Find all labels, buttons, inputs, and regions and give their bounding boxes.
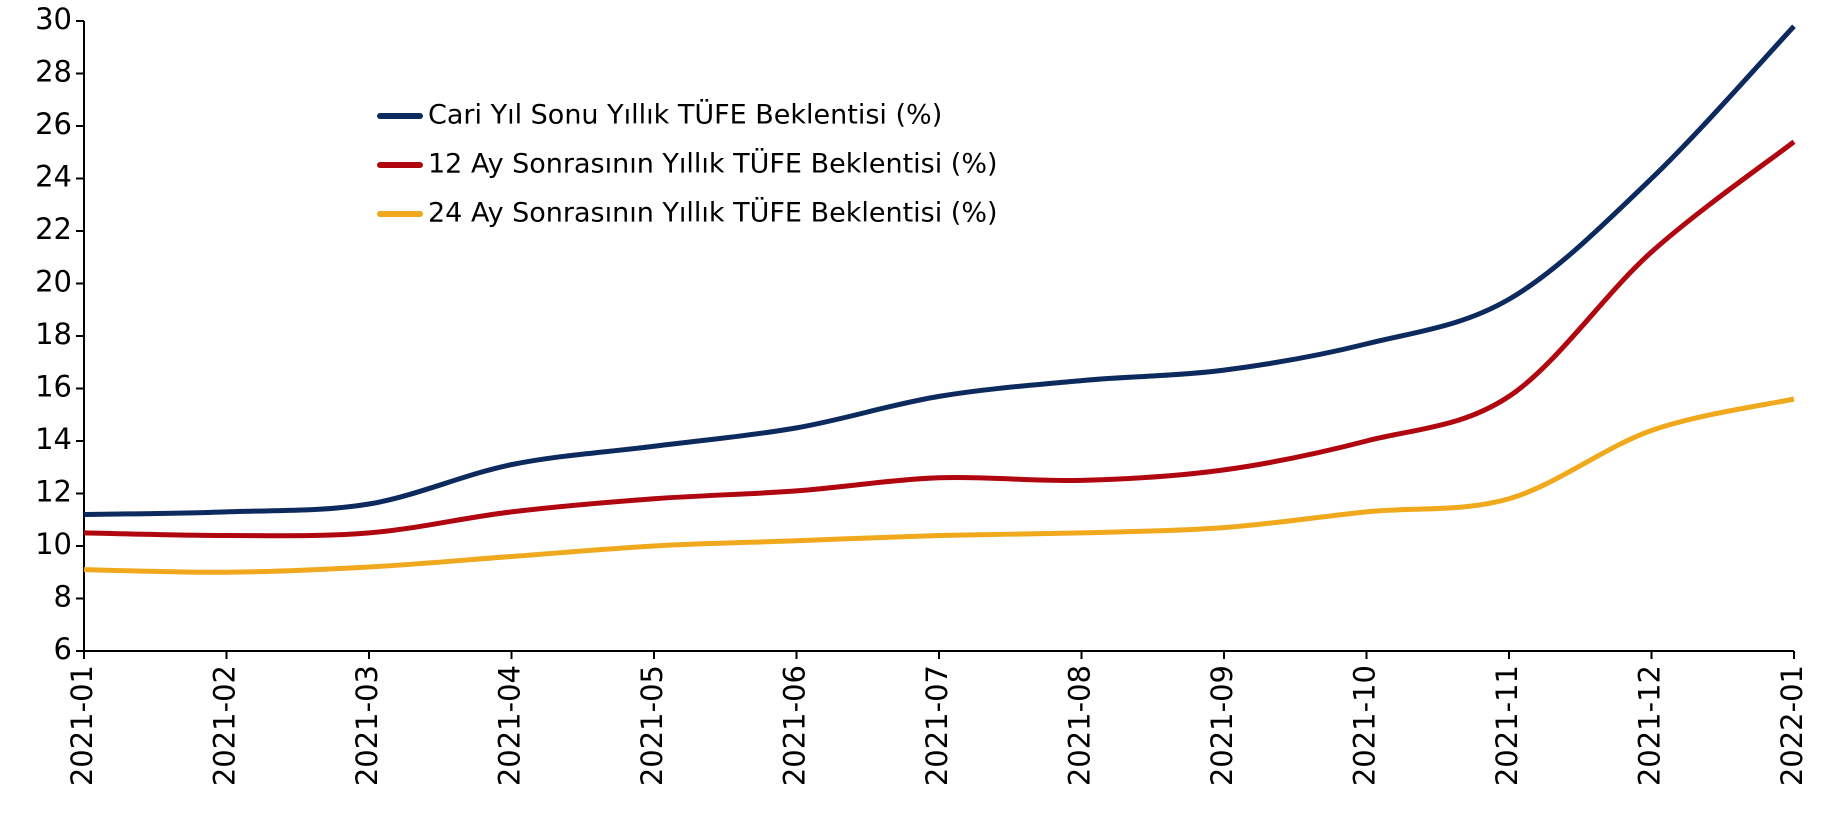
legend: Cari Yıl Sonu Yıllık TÜFE Beklentisi (%)… (377, 99, 998, 229)
y-tick-label: 10 (35, 527, 72, 561)
legend-label: Cari Yıl Sonu Yıllık TÜFE Beklentisi (%) (428, 99, 942, 131)
x-tick-label: 2022-01 (1775, 665, 1809, 786)
y-tick-label: 8 (54, 580, 72, 614)
legend-label: 12 Ay Sonrasının Yıllık TÜFE Beklentisi … (428, 148, 998, 180)
x-tick-label: 2021-04 (493, 665, 527, 786)
line-series (83, 139, 1796, 539)
x-tick-label: 2021-09 (1205, 665, 1239, 786)
y-tick-label: 22 (35, 212, 72, 246)
y-tick-label: 14 (35, 422, 72, 456)
y-tick-label: 12 (35, 475, 72, 509)
x-tick-label: 2021-06 (778, 665, 812, 786)
y-tick-label: 18 (35, 317, 72, 351)
x-tick-label: 2021-05 (635, 665, 669, 786)
x-tick-label: 2021-10 (1348, 665, 1382, 786)
x-tick-label: 2021-03 (350, 665, 384, 786)
x-tick-label: 2021-08 (1063, 665, 1097, 786)
y-tick-label: 26 (35, 107, 72, 141)
y-tick-label: 6 (54, 632, 72, 666)
y-tick-label: 20 (35, 265, 72, 299)
y-tick-label: 30 (35, 2, 72, 36)
x-tick-label: 2021-11 (1490, 665, 1524, 786)
line-series (83, 396, 1795, 575)
x-tick-label: 2021-01 (65, 665, 99, 786)
y-tick-label: 16 (35, 370, 72, 404)
y-tick-label: 28 (35, 55, 72, 89)
legend-label: 24 Ay Sonrasının Yıllık TÜFE Beklentisi … (428, 197, 998, 229)
line-series (83, 24, 1796, 517)
y-tick-label: 24 (35, 160, 72, 194)
x-tick-label: 2021-07 (920, 665, 954, 786)
x-tick-label: 2021-12 (1633, 665, 1667, 786)
x-tick-label: 2021-02 (208, 665, 242, 786)
